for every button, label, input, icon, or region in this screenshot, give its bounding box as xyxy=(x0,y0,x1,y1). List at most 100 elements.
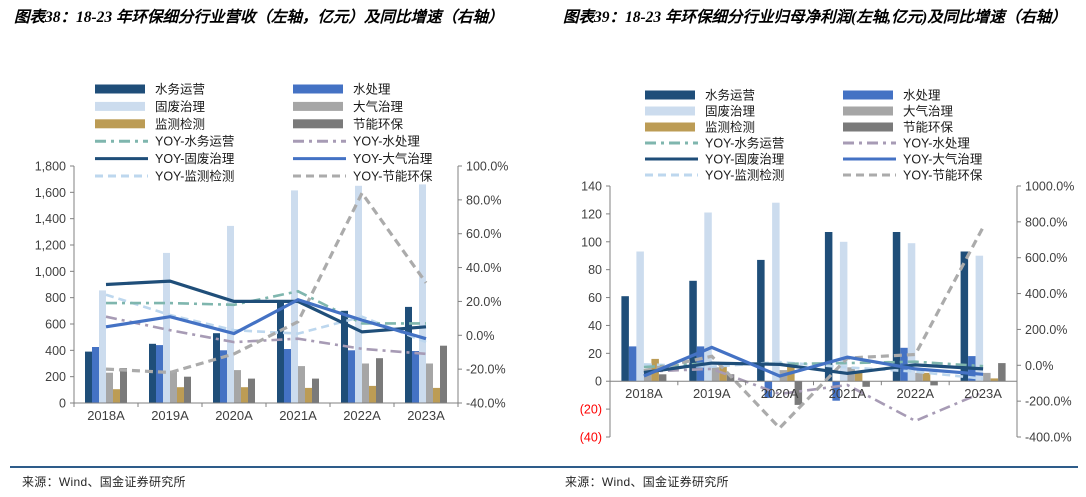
bar xyxy=(689,280,697,382)
bar xyxy=(184,376,191,403)
right-axis-tick-label: 600.0% xyxy=(1025,251,1067,265)
right-axis-tick-label: -20.0% xyxy=(466,363,506,377)
yoy-line xyxy=(643,367,984,423)
left-axis-tick-label: 400 xyxy=(45,344,66,358)
bar xyxy=(369,385,376,403)
legend-label: 监测检测 xyxy=(155,116,205,131)
bar xyxy=(241,387,248,403)
legend-bar-swatch xyxy=(95,119,145,129)
x-axis-label: 2018A xyxy=(625,386,663,401)
yoy-line xyxy=(643,226,985,431)
bar xyxy=(704,212,712,382)
left-axis-tick-label: 1,400 xyxy=(35,212,66,226)
right-axis-tick-label: 0.0% xyxy=(466,329,495,343)
legend-label: YOY-监测检测 xyxy=(155,169,234,184)
right-axis-tick-label: -200.0% xyxy=(1025,395,1072,409)
bar xyxy=(900,347,908,382)
bar xyxy=(419,184,426,403)
legend-label: 水处理 xyxy=(903,89,941,103)
x-axis-label: 2020A xyxy=(215,408,253,423)
bar xyxy=(405,306,412,403)
bar xyxy=(113,389,120,403)
left-axis-tick-label: 80 xyxy=(588,263,602,277)
axes: (40) (20) 0 20 40 60 80 100 120 140 -400.0% -200.0%… xyxy=(580,180,1075,445)
right-axis-tick-label: 80.0% xyxy=(466,193,501,207)
bar xyxy=(930,381,938,386)
yoy-line xyxy=(643,361,984,376)
yoy-line xyxy=(105,293,427,344)
legend-label: 固废治理 xyxy=(155,99,206,114)
legend-label: 水务运营 xyxy=(155,82,205,97)
bar xyxy=(772,202,780,382)
left-axis-tick-label: 1,000 xyxy=(35,265,66,279)
bar xyxy=(983,372,991,382)
legend-label: 节能环保 xyxy=(903,121,954,135)
legend-label: 节能环保 xyxy=(353,117,404,131)
bar xyxy=(757,259,765,382)
left-axis-tick-label: 1,600 xyxy=(35,186,66,200)
bar xyxy=(794,381,803,405)
divider-rule xyxy=(10,466,1078,468)
bar xyxy=(998,363,1006,382)
x-axis-label: 2023A xyxy=(407,408,445,423)
right-axis-tick-label: 0.0% xyxy=(1025,359,1054,373)
bar xyxy=(628,346,637,382)
bar xyxy=(412,351,419,403)
revenue-combo-chart: 0 200 400 600 800 1,000 1,200 1,400 1,600 1,800 -4… xyxy=(35,82,509,424)
right-axis-tick-label: 60.0% xyxy=(466,227,501,241)
left-axis-tick-label: 140 xyxy=(581,180,602,194)
legend-label: 监测检测 xyxy=(705,120,755,135)
bar xyxy=(291,190,298,403)
left-axis-tick-label: 0 xyxy=(595,375,602,389)
bar xyxy=(355,185,362,404)
bar xyxy=(362,363,369,403)
legend-label: 大气治理 xyxy=(903,104,954,119)
x-axis-label: 2021A xyxy=(279,408,317,423)
legend-label: YOY-水处理 xyxy=(353,135,420,149)
x-axis-label: 2019A xyxy=(693,386,731,401)
yoy-line xyxy=(106,289,426,325)
bar xyxy=(990,378,999,382)
x-axis-label: 2020A xyxy=(761,386,799,401)
legend-bar-swatch xyxy=(843,106,893,116)
legend-bar-swatch xyxy=(95,84,145,94)
right-axis-tick-label: 20.0% xyxy=(466,295,501,309)
legend-label: YOY-大气治理 xyxy=(903,152,983,167)
legend-label: YOY-固废治理 xyxy=(705,152,785,167)
left-axis-tick-label: 200 xyxy=(45,370,66,384)
legend-label: YOY-监测检测 xyxy=(705,168,784,183)
bar xyxy=(824,232,833,382)
legend-label: YOY-水务运营 xyxy=(705,136,784,151)
right-axis-tick-label: -400.0% xyxy=(1025,431,1072,445)
x-axis-label: 2018A xyxy=(87,408,125,423)
legend-bar-swatch xyxy=(95,101,145,111)
right-axis-tick-label: 400.0% xyxy=(1025,287,1067,301)
bar xyxy=(975,255,984,382)
legend-label: 水务运营 xyxy=(705,88,755,103)
chart-title-fig38: 图表38：18-23 年环保细分行业营收（左轴，亿元）及同比增速（右轴） xyxy=(14,9,504,26)
left-axis-tick-label: 1,800 xyxy=(35,160,66,174)
bar xyxy=(277,302,284,403)
left-axis-tick-label: 120 xyxy=(581,207,602,221)
legend-bar-swatch xyxy=(293,101,343,111)
source-note-right: 来源：Wind、国金证券研究所 xyxy=(565,475,729,489)
bar xyxy=(854,371,863,382)
legend-label: 固废治理 xyxy=(705,104,756,119)
left-axis-tick-label: 100 xyxy=(581,235,602,249)
legend-label: 水处理 xyxy=(353,83,391,97)
bar xyxy=(341,310,348,403)
bar xyxy=(305,387,312,403)
bar xyxy=(156,345,163,403)
right-axis-tick-label: 40.0% xyxy=(466,261,501,275)
revenue-chart-panel: 图表38：18-23 年环保细分行业营收（左轴，亿元）及同比增速（右轴） 0 20… xyxy=(0,0,543,460)
net-profit-combo-chart: (40) (20) 0 20 40 60 80 100 120 140 -400.0% -200.0%… xyxy=(580,88,1075,445)
legend-bar-swatch xyxy=(645,122,695,132)
yoy-lines xyxy=(105,190,428,375)
left-axis-tick-label: 0 xyxy=(59,397,66,411)
bar xyxy=(99,290,106,403)
legend-bar-swatch xyxy=(843,90,893,100)
bar xyxy=(106,372,113,403)
legend-label: YOY-固废治理 xyxy=(155,151,235,166)
bar xyxy=(85,351,92,403)
yoy-line xyxy=(105,279,427,334)
